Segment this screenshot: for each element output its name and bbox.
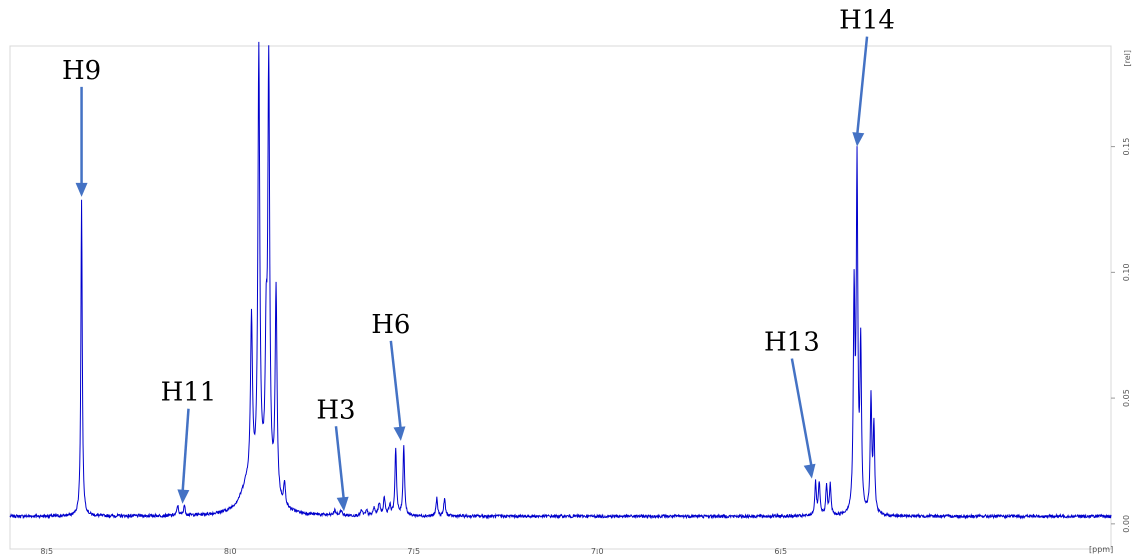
annotation-arrow-head [803, 463, 816, 479]
y-tick-label: 0.05 [1122, 389, 1131, 407]
annotation-arrow-shaft [181, 408, 190, 494]
annotation-arrow-head [336, 496, 349, 512]
annotation-h11: H11 [161, 378, 217, 504]
annotation-label: H9 [62, 56, 101, 86]
annotation-arrow-shaft [790, 358, 814, 469]
annotation-arrow-shaft [389, 340, 403, 431]
x-axis: 8.5 8.0 7.5 7.0 6.5 [40, 547, 787, 556]
y-tick-label: 0.10 [1122, 263, 1131, 281]
x-tick-label: 6.5 [774, 547, 787, 556]
annotation-label: H14 [839, 6, 895, 36]
annotation-arrow-head [852, 132, 865, 147]
annotation-label: H3 [316, 395, 355, 425]
annotation-arrow-head [393, 426, 406, 441]
annotation-h14: H14 [839, 6, 895, 147]
spectrum-line [9, 41, 1112, 520]
x-tick-label: 8.5 [40, 547, 53, 556]
x-tick-label: 8.0 [224, 547, 237, 556]
x-axis-unit-label: [ppm] [1089, 545, 1113, 554]
annotation-h9: H9 [62, 56, 101, 197]
annotation-arrow-shaft [334, 426, 346, 502]
annotation-label: H6 [371, 310, 410, 340]
peak-annotations: H9 H11 H3 H6 H13 H14 [62, 6, 895, 512]
annotation-h6: H6 [371, 310, 410, 441]
y-tick-label: 0.15 [1122, 138, 1131, 156]
annotation-label: H13 [764, 328, 820, 358]
annotation-h13: H13 [764, 328, 820, 479]
annotation-h3: H3 [316, 395, 356, 512]
x-tick-label: 7.0 [591, 547, 604, 556]
x-tick-label: 7.5 [407, 547, 420, 556]
plot-frame [9, 45, 1112, 550]
y-tick-label: 0.00 [1122, 515, 1131, 533]
annotation-arrow-shaft [855, 36, 869, 137]
annotation-label: H11 [161, 378, 217, 408]
y-axis-unit-label: [rel] [1123, 50, 1132, 67]
annotation-arrow-head [75, 182, 88, 197]
annotation-arrow-head [177, 489, 190, 504]
y-axis: 0.00 0.05 0.10 0.15 [1111, 138, 1131, 533]
